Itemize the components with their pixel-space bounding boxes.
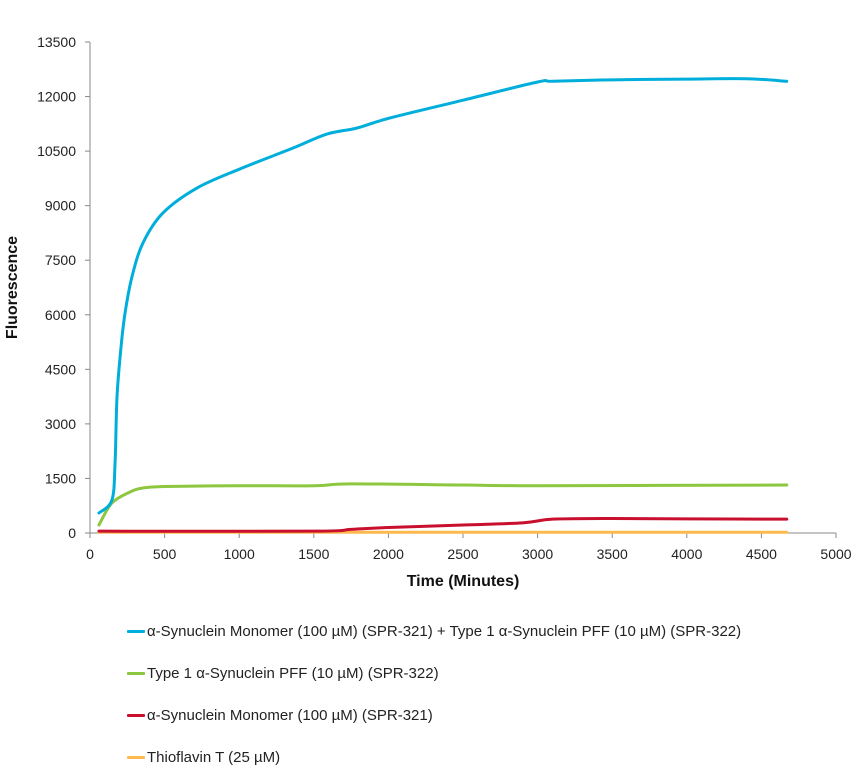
legend-item: α-Synuclein Monomer (100 µM) (SPR-321) [127,694,741,736]
legend-swatch [127,629,145,633]
x-tick-label: 2500 [447,546,478,562]
line-chart: 0 1500 3000 4500 6000 7500 9000 10500 12000 13500… [4,34,852,590]
y-tick-label: 4500 [45,361,76,377]
y-tick-label: 1500 [45,470,76,486]
legend-swatch [127,713,145,717]
x-tick-label: 1000 [224,546,255,562]
y-tick-label: 6000 [45,307,76,323]
x-tick-label: 1500 [298,546,329,562]
y-tick-label: 10500 [37,143,76,159]
legend-swatch [127,671,145,675]
x-tick-label: 4500 [746,546,777,562]
x-tick-label: 3500 [597,546,628,562]
legend-label: Type 1 α-Synuclein PFF (10 µM) (SPR-322) [147,664,439,682]
legend-swatch [127,755,145,759]
series-line-2 [97,482,789,527]
y-tick-label: 9000 [45,198,76,214]
series-line-3 [97,516,789,533]
y-axis-title: Fluorescence [4,236,21,339]
x-axis-title: Time (Minutes) [407,573,520,590]
x-tick-label: 4000 [671,546,702,562]
y-tick-label: 0 [68,525,76,541]
legend-label: Thioflavin T (25 µM) [147,748,281,766]
y-tick-label: 12000 [37,89,76,105]
y-tick-label: 7500 [45,252,76,268]
legend-label: α-Synuclein Monomer (100 µM) (SPR-321) [147,706,433,724]
legend-item: α-Synuclein Monomer (100 µM) (SPR-321) +… [127,610,741,652]
x-tick-label: 3000 [522,546,553,562]
legend-item: Type 1 α-Synuclein PFF (10 µM) (SPR-322) [127,652,741,694]
series-line-1 [97,77,789,515]
legend: α-Synuclein Monomer (100 µM) (SPR-321) +… [127,610,741,778]
legend-label: α-Synuclein Monomer (100 µM) (SPR-321) +… [147,622,742,640]
legend-item: Thioflavin T (25 µM) [127,736,741,778]
x-tick-label: 2000 [373,546,404,562]
x-tick-label: 0 [86,546,94,562]
y-tick-label: 3000 [45,416,76,432]
y-tick-label: 13500 [37,34,76,50]
x-tick-label: 5000 [820,546,851,562]
x-tick-label: 500 [153,546,177,562]
